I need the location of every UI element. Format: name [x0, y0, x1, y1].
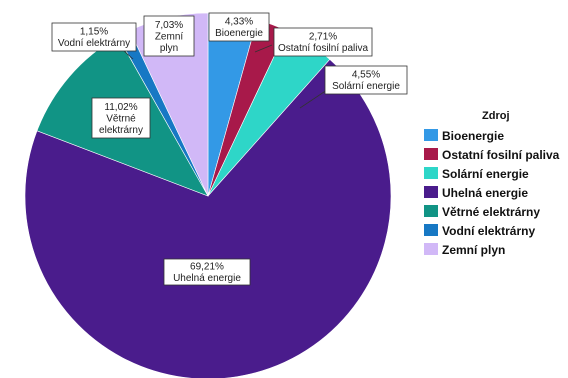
- label-leader-line: [254, 44, 273, 53]
- label-name: Solární energie: [332, 81, 400, 92]
- legend-label: Uhelná energie: [442, 186, 528, 200]
- label-name: Větrné: [106, 113, 136, 124]
- label-name: Bioenergie: [215, 28, 263, 39]
- label-box: [91, 97, 151, 139]
- legend-label: Ostatní fosilní paliva: [442, 148, 560, 162]
- label-name: Zemní: [155, 31, 184, 42]
- label-leader-line: [123, 50, 134, 60]
- legend-item-zemni-plyn: Zemní plyn: [424, 243, 505, 257]
- label-percent: 69,21%: [190, 262, 224, 273]
- slice-label-bioenergie: 4,33%Bioenergie: [208, 12, 270, 42]
- label-name: elektrárny: [99, 125, 143, 136]
- label-name: plyn: [160, 43, 178, 54]
- legend-title: Zdroj: [482, 110, 510, 122]
- legend-label: Zemní plyn: [442, 243, 505, 257]
- legend-item-solarni-energie: Solární energie: [424, 167, 529, 181]
- slice-label-solarni-energie: 4,55%Solární energie: [299, 65, 408, 109]
- legend-swatch: [424, 205, 438, 217]
- label-name: Vodní elektrárny: [58, 38, 130, 49]
- label-percent: 7,03%: [155, 20, 183, 31]
- pie-slice-uhelna-energie: [24, 58, 392, 378]
- legend-swatch: [424, 186, 438, 198]
- label-box: [273, 27, 373, 57]
- legend-item-vodni-elektrarny: Vodní elektrárny: [424, 224, 535, 238]
- slice-label-vodni-elektrarny: 1,15%Vodní elektrárny: [51, 22, 137, 60]
- legend-label: Větrné elektrárny: [442, 205, 540, 219]
- legend: Zdroj Bioenergie Ostatní fosilní paliva So…: [424, 110, 560, 257]
- legend-item-bioenergie: Bioenergie: [424, 129, 504, 143]
- legend-swatch: [424, 243, 438, 255]
- label-name: Uhelná energie: [173, 273, 241, 284]
- slice-label-uhelna-energie: 69,21%Uhelná energie: [163, 258, 251, 286]
- label-box: [51, 22, 137, 52]
- legend-label: Solární energie: [442, 167, 529, 181]
- label-box: [143, 15, 195, 57]
- legend-items: Bioenergie Ostatní fosilní paliva Solární …: [424, 129, 560, 257]
- slice-labels: 4,33%Bioenergie 2,71%Ostatní fosilní pali…: [51, 12, 408, 286]
- legend-swatch: [424, 148, 438, 160]
- legend-swatch: [424, 167, 438, 179]
- legend-item-vetrne-elektrarny: Větrné elektrárny: [424, 205, 540, 219]
- label-percent: 2,71%: [309, 32, 337, 43]
- slice-label-ostatni-fosilni-paliva: 2,71%Ostatní fosilní paliva: [254, 27, 373, 57]
- legend-item-uhelna-energie: Uhelná energie: [424, 186, 528, 200]
- label-box: [163, 258, 251, 286]
- label-percent: 4,33%: [225, 17, 253, 28]
- label-name: Ostatní fosilní paliva: [278, 43, 368, 54]
- legend-label: Vodní elektrárny: [442, 224, 535, 238]
- label-percent: 4,55%: [352, 70, 380, 81]
- legend-label: Bioenergie: [442, 129, 504, 143]
- legend-item-ostatni-fosilni-paliva: Ostatní fosilní paliva: [424, 148, 560, 162]
- legend-swatch: [424, 129, 438, 141]
- label-percent: 11,02%: [104, 102, 137, 113]
- label-box: [208, 12, 270, 42]
- label-percent: 1,15%: [80, 27, 108, 38]
- legend-swatch: [424, 224, 438, 236]
- label-box: [324, 65, 408, 95]
- pie-slices: [24, 12, 392, 378]
